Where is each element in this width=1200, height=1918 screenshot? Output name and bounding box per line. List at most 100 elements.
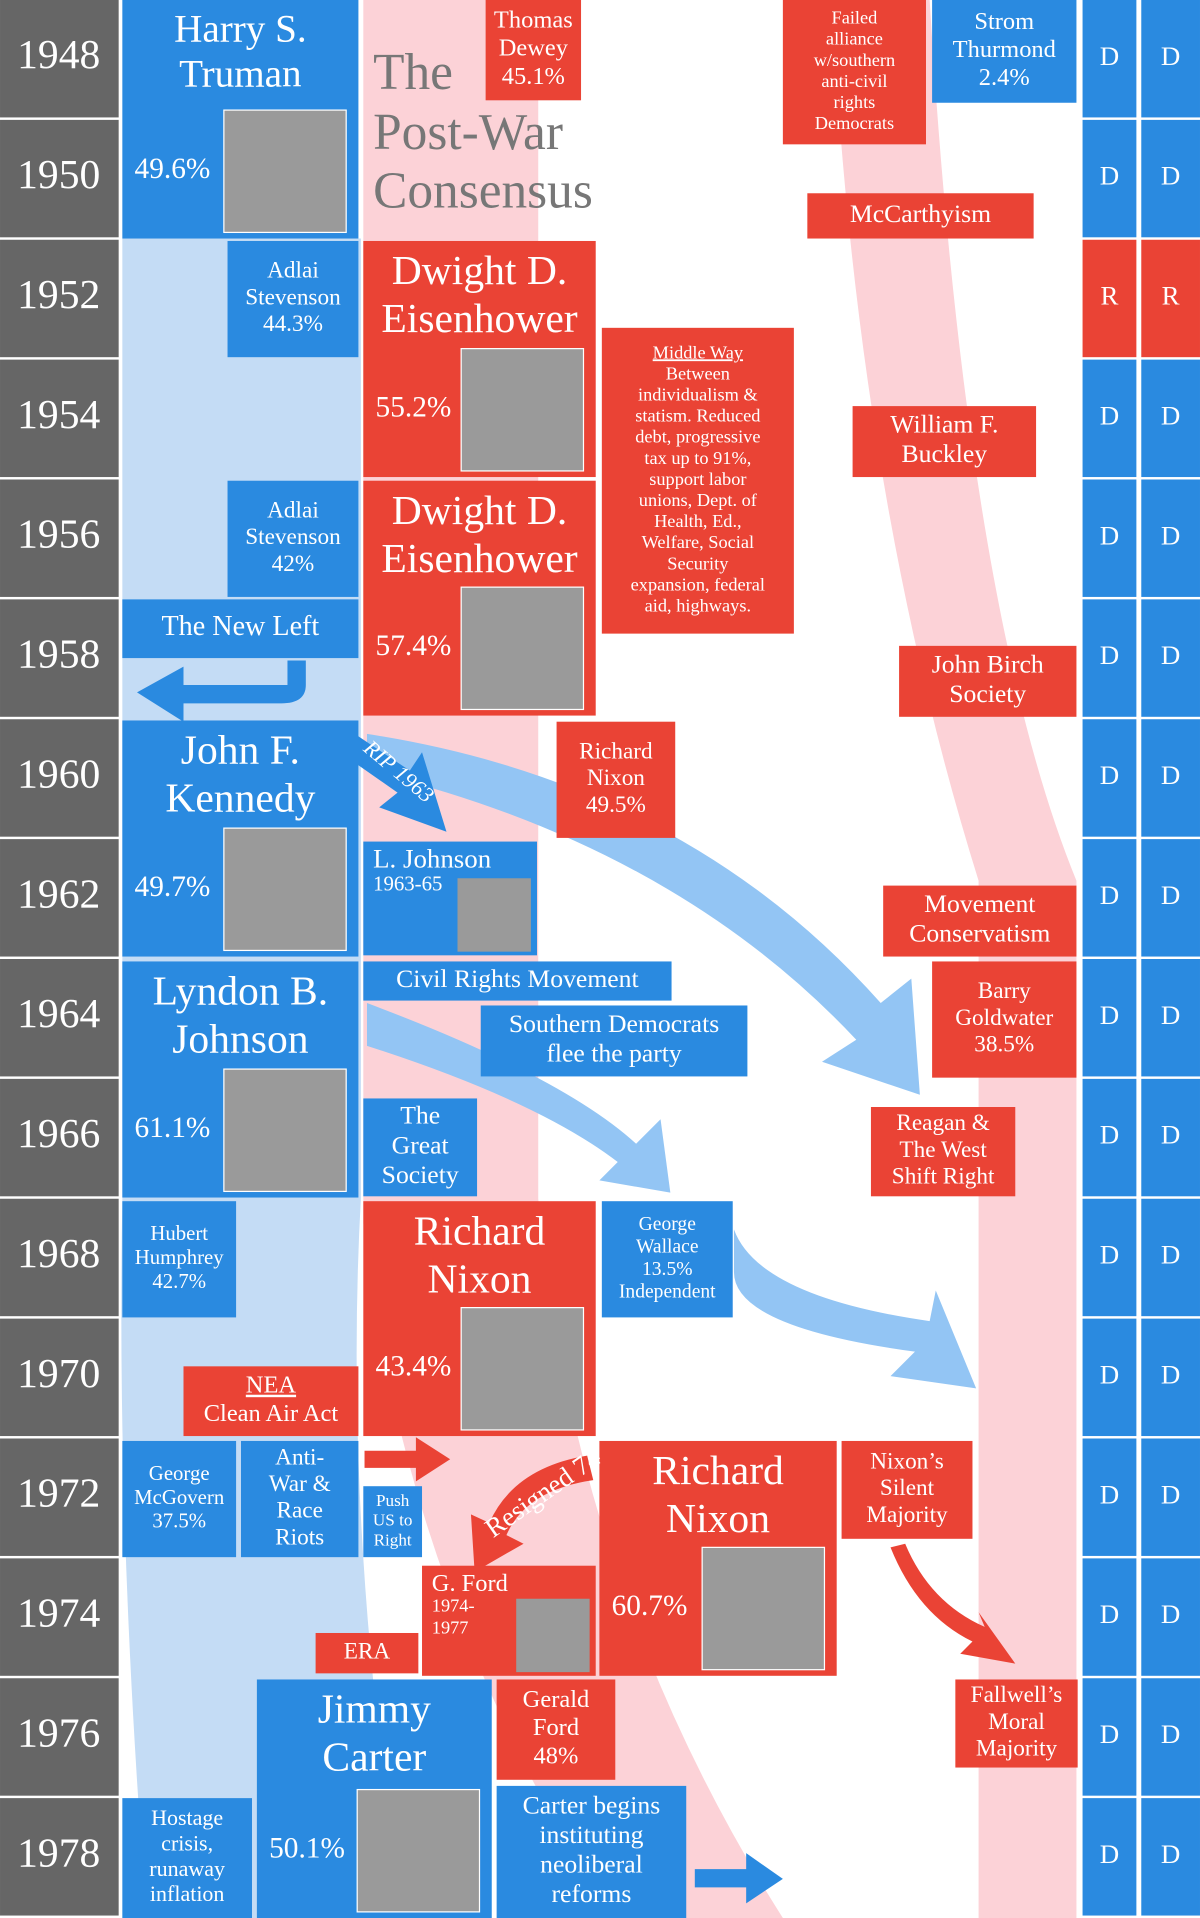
box-line: w/southern — [814, 50, 895, 70]
year: 1974 — [17, 1590, 100, 1636]
year-cell — [0, 1318, 119, 1437]
box-line: crisis, — [161, 1830, 213, 1855]
congress-party: D — [1100, 41, 1119, 71]
congress-party: D — [1161, 1120, 1180, 1150]
box-line: Failed — [832, 8, 878, 28]
box-line: support labor — [649, 469, 746, 489]
pink-band-right — [831, 0, 1077, 1918]
year: 1978 — [17, 1829, 100, 1875]
year: 1976 — [17, 1710, 100, 1756]
percent: 43.4% — [376, 1351, 452, 1383]
box-line: 37.5% — [152, 1510, 206, 1533]
year-cell — [0, 0, 119, 118]
arrow — [366, 1003, 671, 1193]
title-line: Post-War — [373, 104, 563, 161]
box-line: Fallwell’s — [971, 1682, 1063, 1708]
box-line: NEA — [246, 1372, 297, 1399]
congress-cell — [1082, 719, 1137, 837]
title-line: Consensus — [373, 162, 593, 219]
box-line: Great — [392, 1130, 449, 1159]
box-line: Dewey — [499, 35, 569, 62]
box — [496, 1785, 687, 1918]
arrow — [890, 1543, 1016, 1664]
box-line: The — [400, 1101, 440, 1130]
congress-cell — [1141, 959, 1200, 1077]
box-line: 44.3% — [263, 311, 323, 337]
percent: 49.7% — [135, 871, 211, 903]
year-cell — [0, 959, 119, 1077]
box-line: McGovern — [134, 1486, 225, 1509]
box-line: William F. — [890, 410, 998, 439]
box-line: Push — [376, 1491, 410, 1510]
congress-party: D — [1100, 1479, 1119, 1509]
box-line: John F. — [181, 727, 300, 773]
year: 1956 — [17, 511, 100, 557]
congress-party: D — [1100, 880, 1119, 910]
title: The Post-War Consensus — [373, 44, 593, 220]
congress-cell — [1141, 1558, 1200, 1676]
box-line: Society — [949, 679, 1026, 708]
box-line: 48% — [534, 1742, 579, 1769]
box-line: Jimmy — [318, 1686, 431, 1732]
box-line: Reagan & — [896, 1110, 990, 1136]
box — [315, 1632, 419, 1674]
box-line: 1977 — [432, 1618, 469, 1638]
year-cell — [0, 1198, 119, 1317]
arrows — [137, 660, 1016, 1904]
congress-cell — [1082, 1198, 1137, 1317]
congress-cell — [1082, 119, 1137, 238]
box-line: Middle Way — [653, 342, 744, 362]
box-line: War & — [269, 1471, 331, 1497]
congress-cell — [1082, 0, 1137, 118]
congress-party: D — [1100, 520, 1119, 550]
box-line: Riots — [275, 1524, 324, 1550]
box — [955, 1679, 1078, 1768]
title-line: The — [373, 44, 453, 101]
congress-cell — [1082, 1678, 1137, 1796]
congress-party: D — [1100, 1000, 1119, 1030]
box — [227, 480, 359, 597]
congress-cell — [1082, 359, 1137, 478]
congress-party: D — [1161, 401, 1180, 431]
box — [240, 1440, 359, 1558]
box-line: Wallace — [636, 1237, 699, 1258]
box-line: Anti- — [275, 1444, 324, 1470]
arrow — [364, 1437, 451, 1482]
congress-party: D — [1100, 161, 1119, 191]
photo — [701, 1546, 826, 1671]
year: 1960 — [17, 751, 100, 797]
box-line: Nixon’s — [870, 1448, 944, 1474]
box — [122, 1201, 237, 1318]
photo — [223, 1068, 347, 1193]
box-line: Eisenhower — [381, 535, 577, 581]
congress-party: D — [1100, 640, 1119, 670]
box — [601, 327, 794, 634]
year-cell — [0, 599, 119, 717]
box-line: Movement — [924, 889, 1035, 918]
year: 1962 — [17, 870, 100, 916]
box — [601, 1201, 733, 1318]
congress-party: D — [1161, 41, 1180, 71]
box-line: flee the party — [546, 1039, 682, 1068]
box-line: aid, highways. — [645, 596, 751, 616]
photo — [460, 348, 585, 472]
year-cell — [0, 1558, 119, 1676]
box-line: Thurmond — [953, 36, 1056, 63]
year: 1948 — [17, 31, 100, 77]
photo — [460, 586, 585, 711]
box-line: Shift Right — [892, 1164, 995, 1190]
arrow — [694, 1853, 783, 1904]
congress-party: D — [1161, 520, 1180, 550]
box-line: Adlai — [267, 258, 319, 284]
arrow — [348, 733, 447, 832]
year-cell — [0, 239, 119, 358]
photo — [460, 1307, 585, 1431]
box-line: 49.5% — [586, 792, 646, 818]
year: 1950 — [17, 151, 100, 197]
congress-cell — [1082, 839, 1137, 957]
congress-party: D — [1100, 1120, 1119, 1150]
box — [227, 240, 359, 358]
photo — [356, 1788, 481, 1913]
box-line: Goldwater — [955, 1005, 1053, 1031]
